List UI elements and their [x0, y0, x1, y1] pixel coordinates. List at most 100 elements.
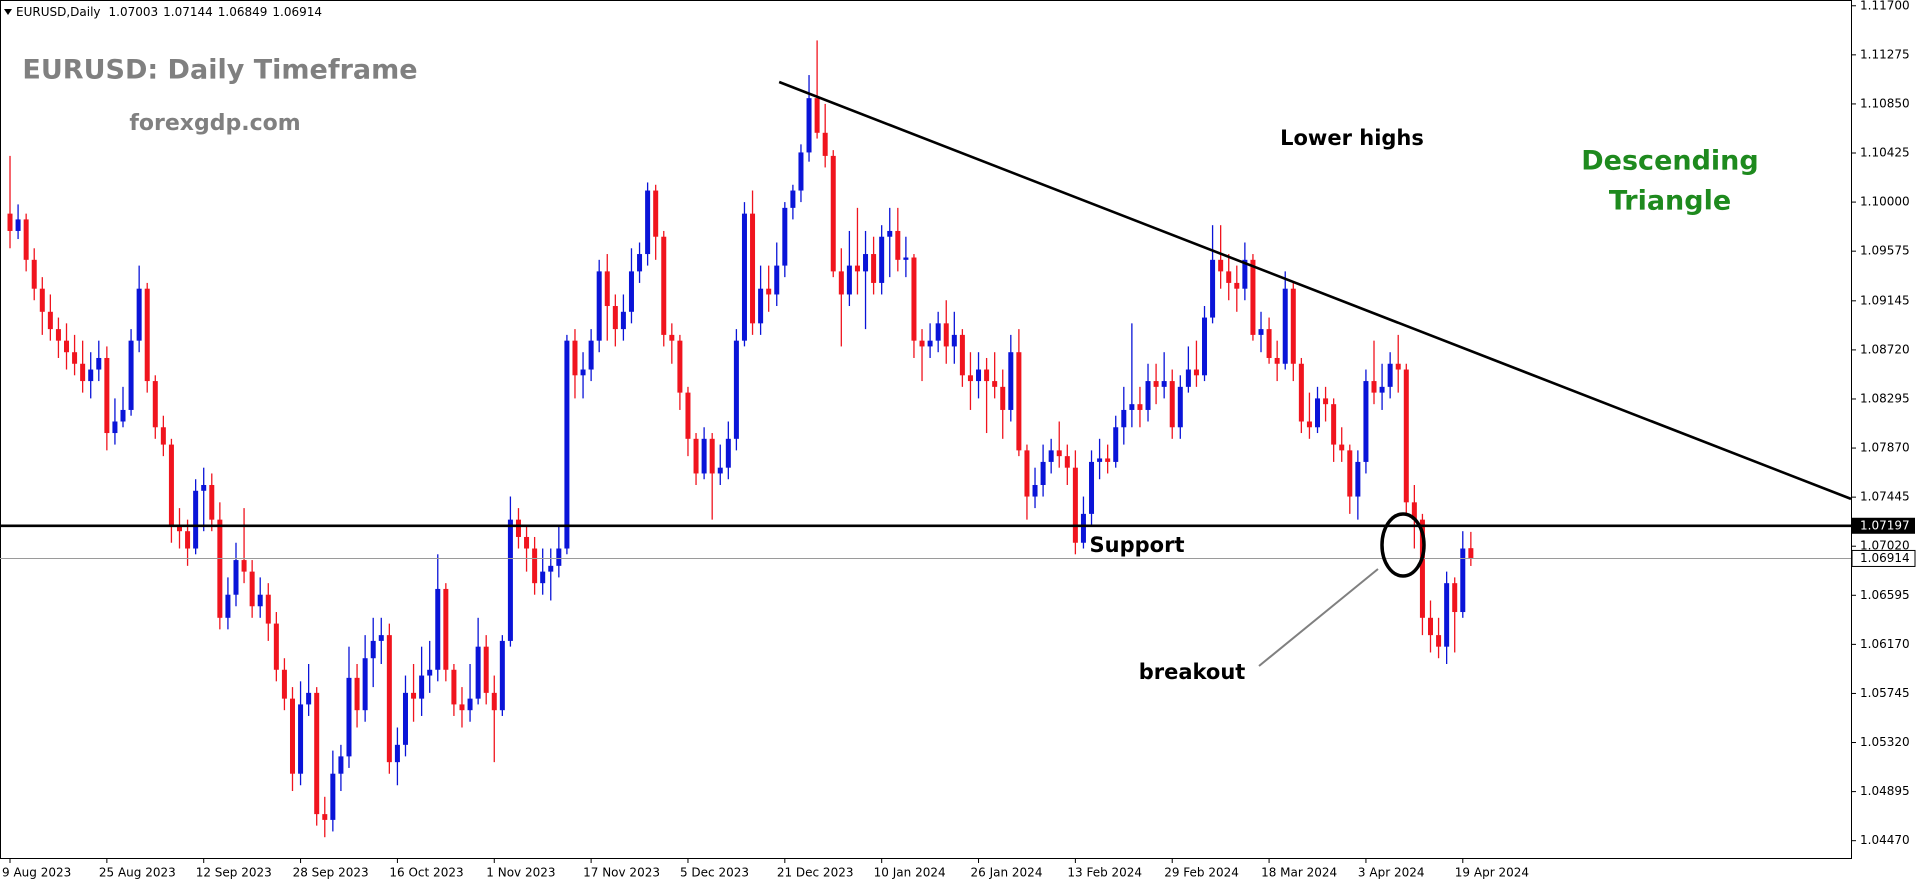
y-tick-label: 1.05745 [1860, 686, 1910, 700]
candle-body [1153, 381, 1159, 387]
candle-body [112, 421, 118, 434]
candle-body [725, 438, 731, 468]
breakout-circle [1380, 512, 1426, 578]
annotation: Triangle [1609, 186, 1731, 217]
candle-body [1145, 381, 1151, 410]
pointer-line [1258, 568, 1379, 667]
candle-body [435, 588, 441, 670]
candle-body [507, 519, 513, 641]
candle-body [895, 230, 901, 260]
trendline [778, 80, 1852, 501]
candle-body [64, 340, 70, 353]
candle-body [298, 704, 304, 774]
candle-body [225, 594, 231, 618]
candle-body [750, 213, 756, 324]
x-tick-label: 1 Nov 2023 [486, 866, 555, 880]
candle-body [1395, 363, 1401, 370]
annotation: Support [1090, 533, 1185, 557]
candle-body [306, 692, 312, 705]
candle-body [976, 369, 982, 382]
candle-body [378, 635, 384, 641]
candle-body [402, 692, 408, 745]
candle-body [879, 236, 885, 283]
x-tick-label: 17 Nov 2023 [583, 866, 660, 880]
chart-subtitle: forexgdp.com [129, 111, 300, 136]
candle-body [1250, 259, 1256, 335]
candle-body [846, 265, 852, 295]
candle-body [209, 485, 215, 520]
candle-body [709, 438, 715, 474]
candle-body [1347, 450, 1353, 497]
candle-body [1452, 583, 1458, 613]
y-tick-label: 1.11700 [1860, 0, 1910, 12]
candle-body [927, 340, 933, 347]
candle-body [1185, 369, 1191, 387]
y-tick-label: 1.09575 [1860, 244, 1910, 258]
candle-body [782, 207, 788, 266]
candle-body [556, 548, 562, 566]
candle-body [1008, 352, 1014, 410]
candle-body [483, 646, 489, 693]
candle-body [661, 236, 667, 335]
candle-body [984, 369, 990, 382]
candle-body [128, 340, 134, 410]
candle-body [39, 288, 45, 312]
candle-body [176, 525, 183, 532]
y-tick-label: 1.05320 [1860, 735, 1910, 749]
candle-body [1436, 635, 1442, 647]
candle-body [1105, 458, 1111, 462]
candle-body [160, 427, 166, 445]
x-tick-label: 16 Oct 2023 [389, 866, 463, 880]
candle-body [1056, 450, 1062, 457]
candle-body [55, 329, 61, 341]
candle-body [193, 490, 199, 549]
candle-body [241, 560, 247, 572]
candle-body [475, 646, 481, 699]
candle-body [943, 323, 949, 347]
candle-body [604, 271, 610, 307]
candle-body [451, 669, 457, 705]
x-tick-label: 13 Feb 2024 [1067, 866, 1142, 880]
candle-body [96, 357, 102, 370]
candle-body [1129, 404, 1135, 410]
candle-body [1032, 485, 1038, 497]
candle-body [766, 288, 772, 295]
high-value: 1.07144 [163, 5, 213, 19]
x-tick-label: 18 Mar 2024 [1261, 866, 1337, 880]
candle-body [733, 340, 739, 439]
candle-body [1218, 259, 1224, 272]
candle-body [701, 438, 707, 474]
candle-body [289, 698, 295, 774]
y-tick-label: 1.09145 [1860, 293, 1910, 307]
y-tick-label: 1.11275 [1860, 47, 1910, 61]
low-value: 1.06849 [218, 5, 268, 19]
candle-body [47, 311, 53, 330]
candle-body [354, 677, 360, 711]
candle-body [330, 773, 336, 820]
close-value: 1.06914 [272, 5, 322, 19]
candle-body [152, 381, 158, 428]
x-tick-label: 19 Apr 2024 [1455, 866, 1529, 880]
candle-body [1403, 369, 1409, 503]
annotation: Lower highs [1280, 126, 1424, 150]
candle-body [338, 756, 344, 774]
support-price-label: 1.07197 [1860, 518, 1910, 532]
candle-body [1274, 357, 1280, 364]
candle-body [443, 588, 449, 670]
candle-body [1080, 513, 1086, 543]
candles [7, 40, 1474, 838]
last-price-label: 1.06914 [1860, 551, 1910, 565]
candle-body [233, 560, 239, 595]
candle-body [515, 519, 521, 537]
y-tick-label: 1.08720 [1860, 342, 1910, 356]
candle-body [871, 254, 877, 283]
y-tick-label: 1.10425 [1860, 146, 1910, 160]
candle-body [564, 340, 570, 549]
candle-body [1202, 317, 1208, 376]
candle-body [612, 306, 618, 330]
candle-body [136, 288, 142, 341]
candle-body [1306, 421, 1312, 428]
candle-body [903, 257, 909, 260]
candle-body [1226, 271, 1232, 283]
